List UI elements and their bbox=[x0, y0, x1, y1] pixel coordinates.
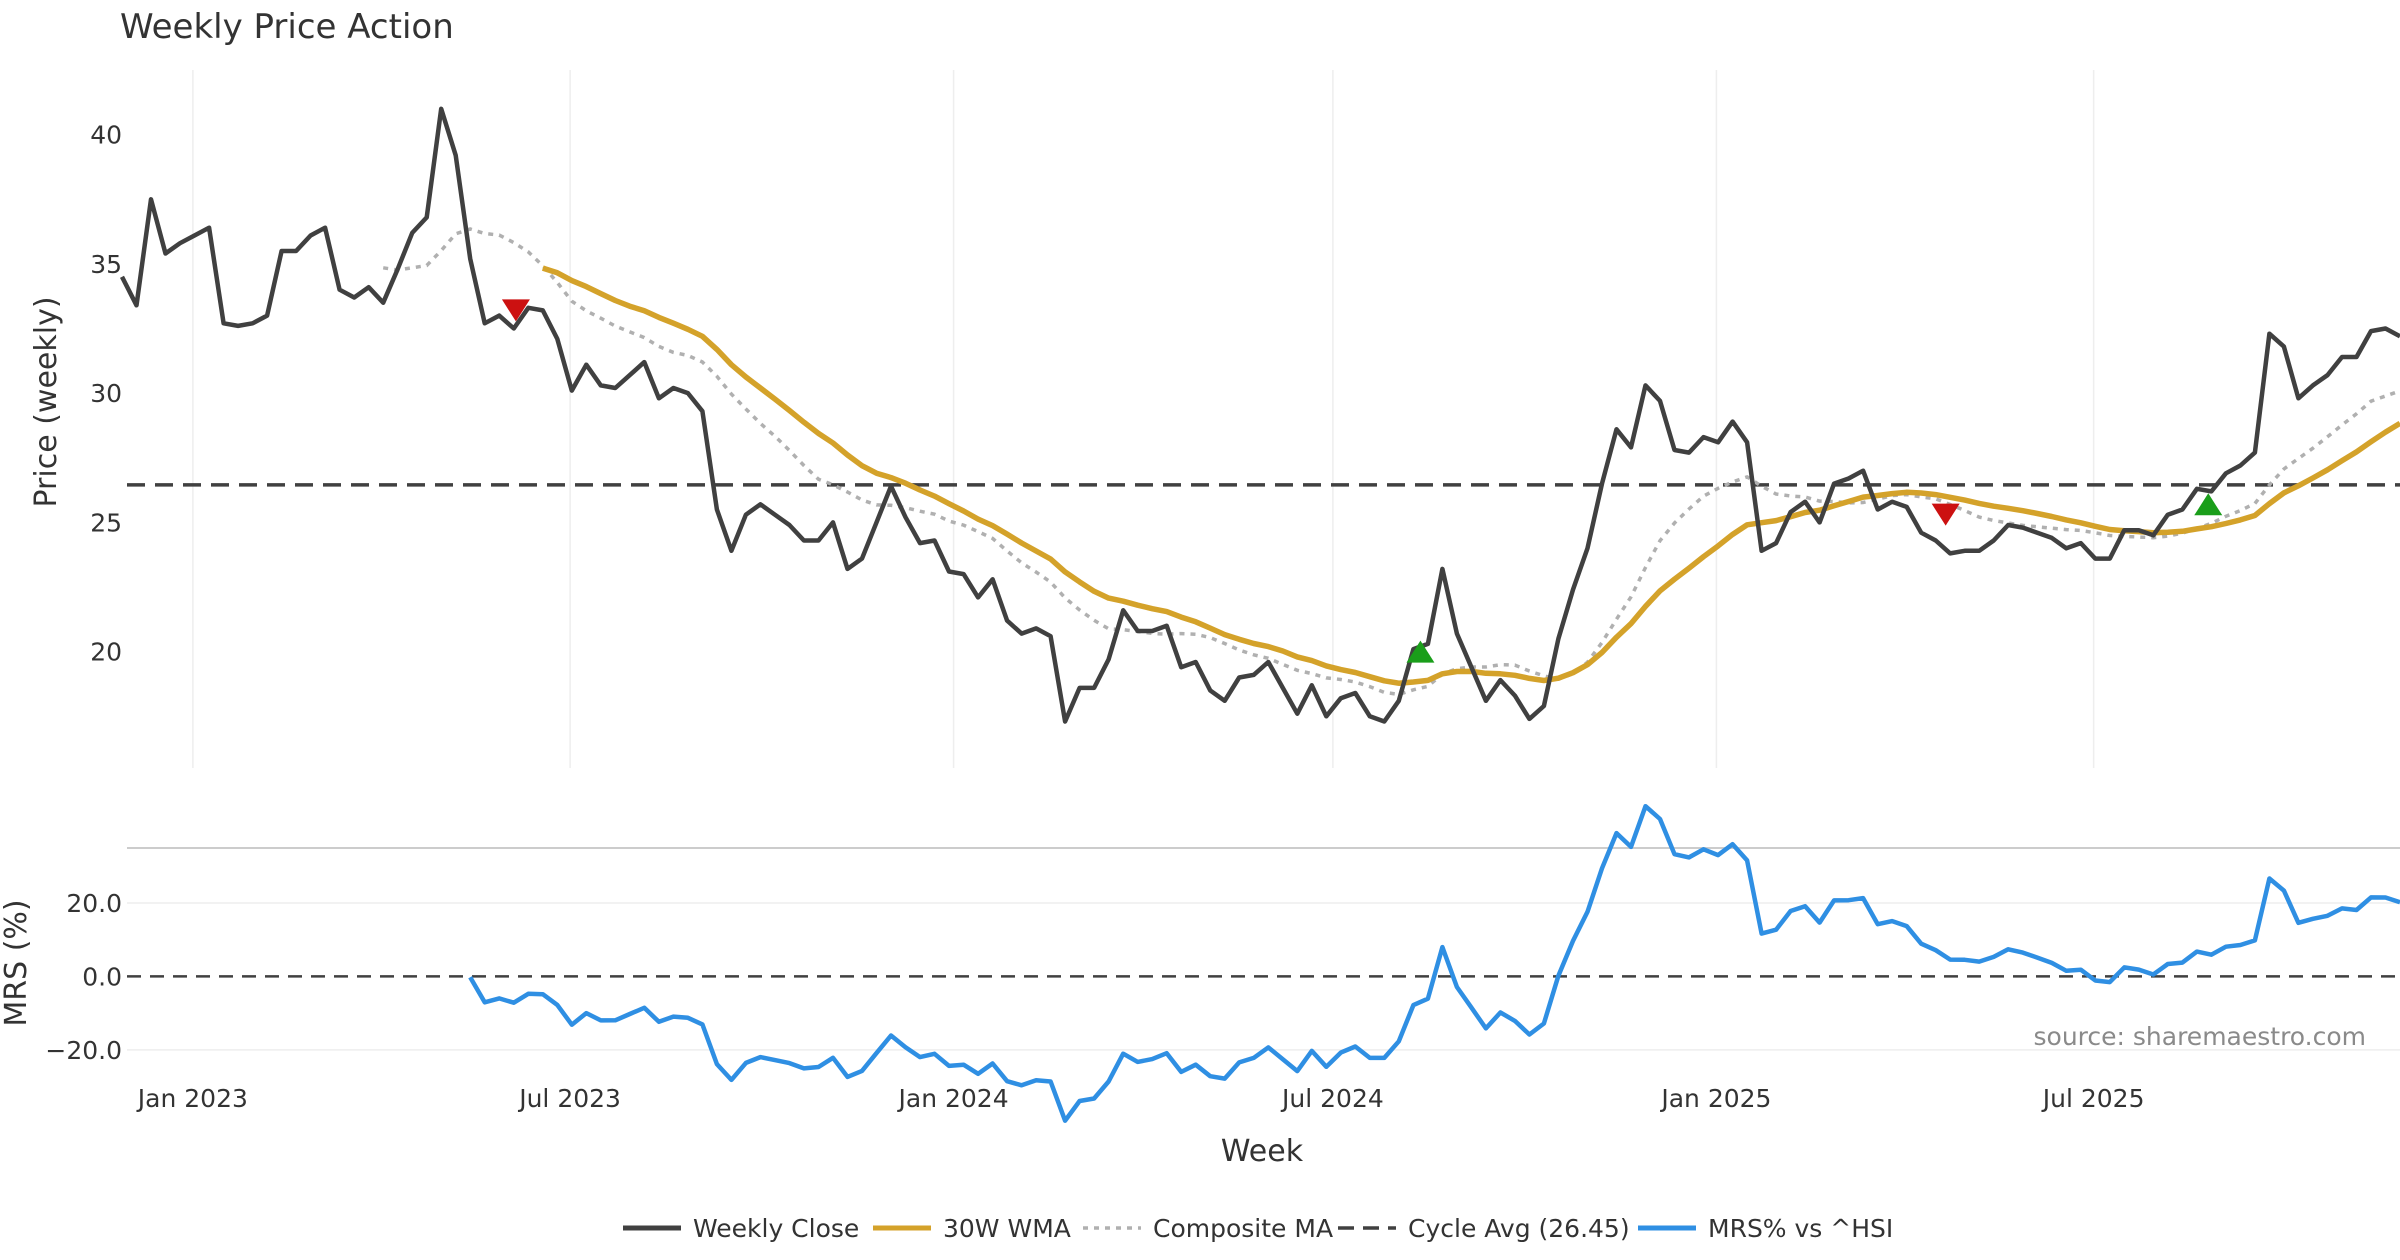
mrs-tick-label: 20.0 bbox=[66, 889, 122, 918]
legend-label: Composite MA bbox=[1153, 1214, 1333, 1243]
price-tick-label: 20 bbox=[90, 638, 122, 667]
sell-signal-marker bbox=[501, 299, 530, 322]
buy-signal-marker bbox=[2194, 493, 2223, 516]
chart-title: Weekly Price Action bbox=[120, 7, 454, 47]
buy-signal-marker bbox=[1406, 640, 1435, 663]
legend-label: Weekly Close bbox=[693, 1214, 859, 1243]
x-axis-label: Week bbox=[1221, 1134, 1304, 1169]
x-tick-label: Jul 2023 bbox=[517, 1084, 621, 1113]
sell-signal-marker bbox=[1931, 503, 1960, 526]
mrs-tick-label: −20.0 bbox=[45, 1036, 122, 1065]
x-tick-label: Jul 2024 bbox=[1280, 1084, 1384, 1113]
mrs-axis-label: MRS (%) bbox=[0, 899, 34, 1026]
price-tick-label: 40 bbox=[90, 121, 122, 150]
x-tick-label: Jan 2024 bbox=[897, 1084, 1009, 1113]
price-tick-label: 35 bbox=[90, 250, 122, 279]
price-axis-label: Price (weekly) bbox=[29, 296, 64, 507]
mrs-line bbox=[468, 803, 2400, 1123]
x-axis-ticks: Jan 2023 Jul 2023 Jan 2024 Jul 2024 Jan 2025… bbox=[136, 1084, 2145, 1113]
legend-label: Cycle Avg (26.45) bbox=[1408, 1214, 1630, 1243]
mrs-tick-label: 0.0 bbox=[82, 962, 122, 991]
price-panel: 20 25 30 35 40 bbox=[90, 106, 2400, 724]
composite-ma-line bbox=[382, 227, 2400, 697]
x-tick-label: Jul 2025 bbox=[2041, 1084, 2145, 1113]
legend-label: 30W WMA bbox=[943, 1214, 1071, 1243]
price-tick-label: 25 bbox=[90, 508, 122, 537]
source-annotation: source: sharemaestro.com bbox=[2034, 1022, 2367, 1051]
legend: Weekly Close 30W WMA Composite MA Cycle Avg… bbox=[623, 1214, 1893, 1243]
x-tick-label: Jan 2023 bbox=[136, 1084, 248, 1113]
x-tick-label: Jan 2025 bbox=[1659, 1084, 1771, 1113]
mrs-panel: 20.0 0.0 −20.0 bbox=[45, 803, 2400, 1123]
legend-label: MRS% vs ^HSI bbox=[1708, 1214, 1893, 1243]
weekly-close-line bbox=[119, 106, 2400, 724]
price-tick-label: 30 bbox=[90, 379, 122, 408]
